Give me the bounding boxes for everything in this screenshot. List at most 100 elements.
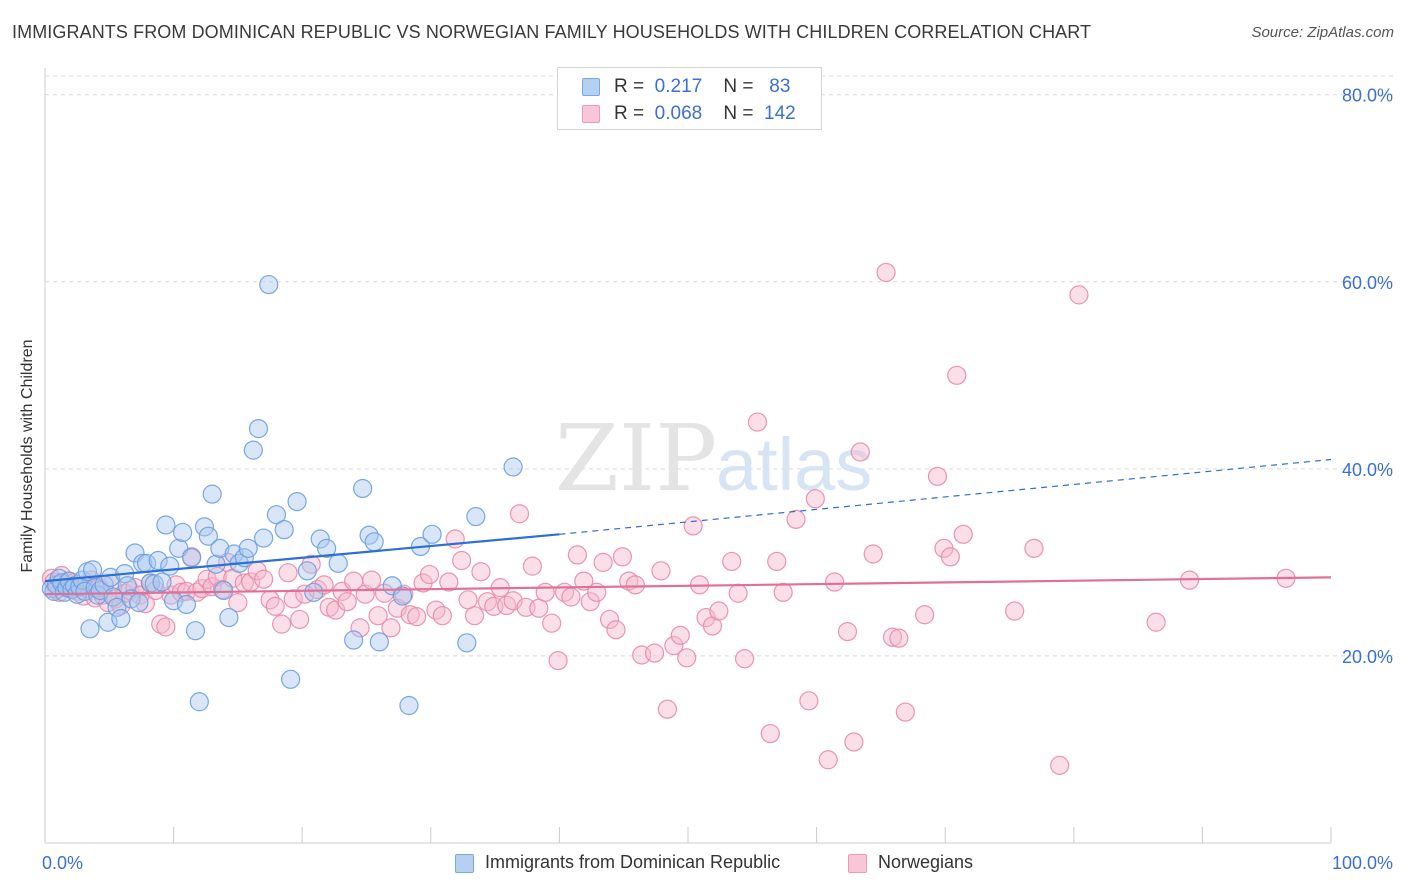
data-point	[773, 582, 793, 602]
data-point	[876, 262, 896, 283]
data-point	[458, 590, 478, 610]
data-point	[522, 556, 542, 576]
data-point	[281, 669, 301, 689]
data-point	[1050, 755, 1070, 775]
data-point	[825, 572, 845, 592]
legend-n-label: N =	[723, 76, 754, 97]
data-point	[265, 596, 285, 616]
data-point	[98, 612, 118, 632]
data-point	[747, 412, 768, 432]
data-point	[863, 544, 883, 564]
data-point	[290, 609, 310, 630]
legend-swatch-pink	[582, 105, 600, 123]
bottom-legend-swatch-pink	[848, 854, 867, 873]
data-point	[189, 692, 209, 712]
data-point	[381, 618, 401, 638]
data-point	[148, 550, 168, 571]
data-point	[464, 606, 485, 626]
axes	[44, 68, 1332, 844]
data-point	[915, 605, 935, 625]
data-point	[535, 582, 555, 602]
tick-labels: 20.0% 40.0% 60.0% 80.0% 0.0% 100.0%	[42, 86, 1393, 873]
data-point	[111, 608, 131, 629]
data-point	[194, 517, 215, 537]
data-point	[767, 551, 787, 572]
y-tick-label: 20.0%	[1342, 647, 1393, 667]
series-norwegians	[41, 262, 1296, 775]
data-point	[927, 466, 948, 486]
data-point	[1005, 601, 1025, 621]
correlation-legend: R = 0.217 N = 83 R = 0.068 N = 142	[557, 67, 822, 130]
data-point	[466, 506, 486, 527]
data-point	[457, 633, 477, 653]
data-point	[80, 619, 100, 639]
data-point	[228, 593, 248, 613]
data-point	[664, 636, 684, 656]
legend-swatch-blue	[582, 78, 600, 96]
y-tick-label: 40.0%	[1342, 460, 1393, 480]
data-point	[625, 575, 645, 595]
data-point	[612, 547, 633, 567]
data-point	[882, 627, 903, 647]
data-point	[947, 365, 967, 385]
legend-n-value: 142	[764, 103, 796, 124]
data-point	[760, 723, 780, 744]
data-point	[683, 516, 703, 536]
legend-text-blue: R = 0.217 N = 83	[614, 76, 790, 98]
bottom-legend-label: Immigrants from Dominican Republic	[485, 852, 781, 872]
source-label: Source: ZipAtlas.com	[1251, 24, 1394, 41]
data-point	[100, 567, 121, 587]
bottom-legend-swatch-blue	[455, 854, 474, 873]
data-point	[422, 524, 442, 544]
x-tick-label: 100.0%	[1332, 853, 1393, 873]
data-point	[176, 594, 197, 615]
x-tick-label: 0.0%	[42, 853, 83, 873]
watermark-atlas: atlas	[716, 423, 872, 506]
data-point	[574, 571, 594, 591]
data-point	[344, 630, 364, 650]
data-point	[392, 586, 413, 606]
data-point	[805, 489, 825, 509]
data-point	[1146, 612, 1166, 632]
data-point	[353, 478, 373, 499]
data-point	[542, 613, 562, 633]
data-point	[940, 547, 960, 567]
data-point	[889, 628, 909, 648]
data-point	[722, 551, 742, 572]
chart-title: IMMIGRANTS FROM DOMINICAN REPUBLIC VS NO…	[12, 22, 1092, 42]
data-point	[75, 581, 95, 601]
data-point	[786, 509, 806, 529]
data-point	[314, 575, 334, 595]
data-point	[561, 587, 581, 607]
data-point	[657, 699, 678, 719]
bottom-legend-label: Norwegians	[878, 852, 974, 872]
data-point	[709, 601, 729, 621]
watermark-zip: ZIP	[555, 405, 717, 512]
data-point	[953, 524, 973, 544]
data-point	[129, 593, 149, 613]
data-point	[419, 564, 440, 585]
data-point	[799, 691, 819, 711]
data-point	[439, 572, 459, 592]
data-point	[243, 440, 263, 460]
trend-line-solid	[44, 533, 560, 583]
data-point	[160, 556, 180, 576]
data-point	[606, 620, 626, 640]
data-point	[1069, 285, 1089, 305]
data-point	[399, 695, 419, 716]
y-tick-label: 80.0%	[1342, 86, 1393, 106]
data-point	[432, 606, 452, 626]
data-point	[567, 545, 588, 565]
data-point	[850, 442, 870, 462]
data-point	[471, 562, 491, 582]
legend-r-label: R =	[614, 103, 645, 124]
data-point	[274, 520, 294, 540]
data-point	[152, 572, 172, 592]
data-point	[169, 538, 189, 558]
data-point	[135, 593, 155, 614]
data-point	[818, 750, 838, 770]
data-point	[259, 274, 279, 295]
data-point	[359, 525, 379, 545]
trend-line-solid	[44, 576, 1332, 596]
